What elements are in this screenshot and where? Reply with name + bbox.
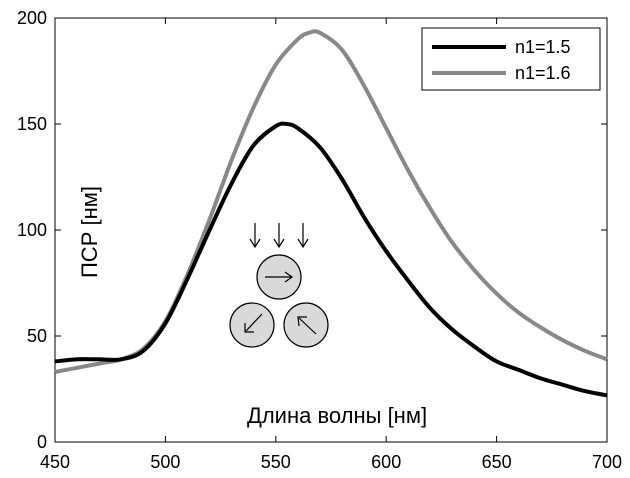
down-arrow-icon <box>273 223 285 249</box>
x-tick-label: 650 <box>482 452 512 472</box>
x-tick-label: 450 <box>40 452 70 472</box>
series-layer <box>54 29 608 398</box>
y-tick-label: 150 <box>17 114 47 134</box>
down-arrow-icon <box>297 223 309 249</box>
y-tick-label: 200 <box>17 8 47 28</box>
y-axis-title: ПСР [нм] <box>77 186 102 278</box>
x-tick-label: 700 <box>592 452 622 472</box>
y-tick-label: 0 <box>37 432 47 452</box>
sphere-right-icon <box>283 302 329 348</box>
axis-tick-labels: 450 500 550 600 650 700 0 50 100 150 200 <box>17 8 622 472</box>
sphere-top-icon <box>256 254 302 300</box>
legend-label-n1-1-5: n1=1.5 <box>515 37 571 57</box>
legend-label-n1-1-6: n1=1.6 <box>515 63 571 83</box>
x-tick-label: 600 <box>371 452 401 472</box>
x-tick-label: 550 <box>261 452 291 472</box>
axis-ticks <box>54 17 608 443</box>
legend: n1=1.5 n1=1.6 <box>421 27 601 91</box>
x-tick-label: 500 <box>150 452 180 472</box>
legend-box <box>421 27 601 91</box>
series-line-n1-1-5 <box>54 121 608 398</box>
y-tick-label: 100 <box>17 220 47 240</box>
down-arrow-icon <box>249 223 261 249</box>
y-tick-label: 50 <box>27 326 47 346</box>
sphere-left-icon <box>229 302 275 348</box>
inset-schematic <box>229 223 329 348</box>
x-axis-title: Длина волны [нм] <box>247 403 427 428</box>
